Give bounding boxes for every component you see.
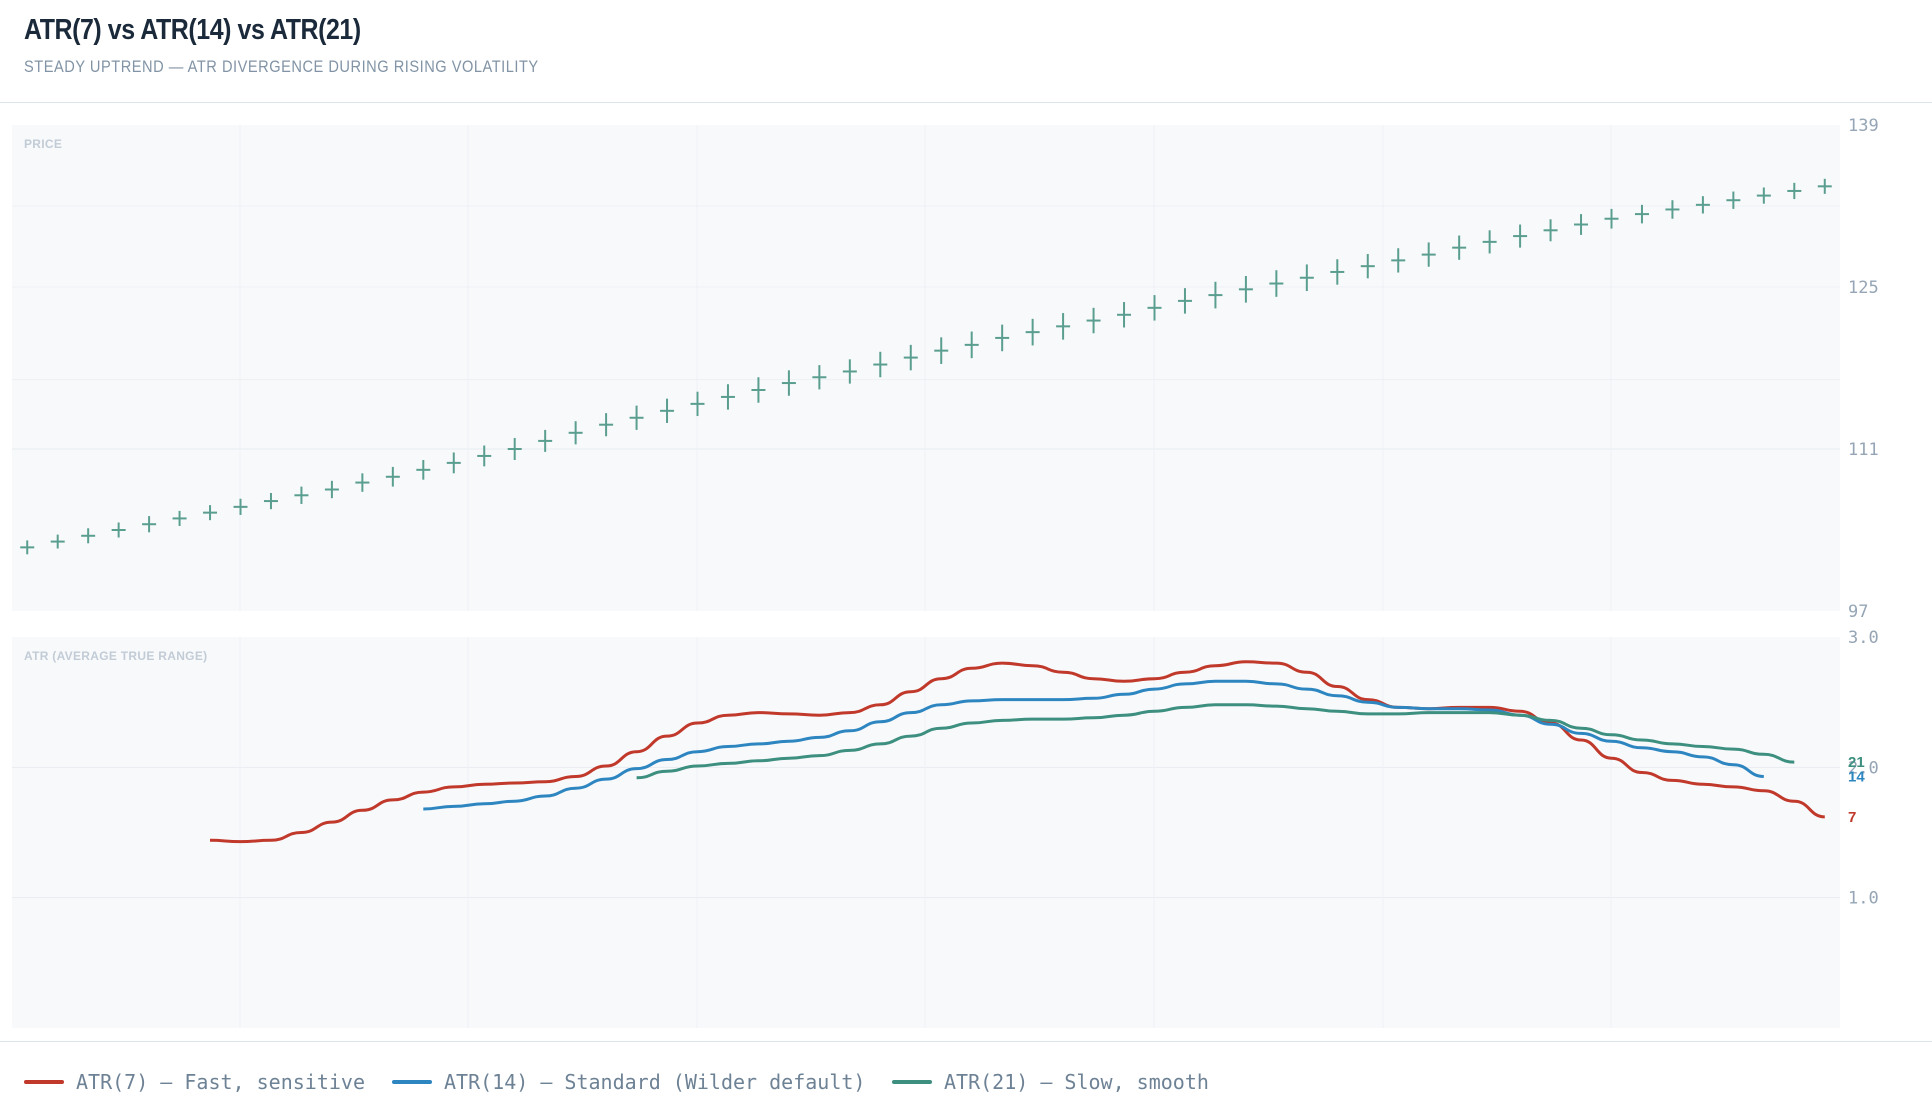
atr-tick-label: 2.0	[1848, 758, 1879, 778]
price-tick-label: 125	[1848, 278, 1879, 298]
atr-end-label-21: 21	[1848, 754, 1865, 771]
atr-panel-bg	[12, 637, 1840, 1028]
atr-end-label-14: 14	[1848, 768, 1865, 785]
legend-label-atr7: ATR(7) — Fast, sensitive	[76, 1070, 365, 1094]
legend-swatch-atr7	[24, 1080, 64, 1084]
legend-item-atr7: ATR(7) — Fast, sensitive	[24, 1070, 365, 1094]
atr-end-label-7: 7	[1848, 809, 1856, 826]
atr-line-14	[423, 679, 1764, 811]
atr-tick-label: 1.0	[1848, 889, 1879, 909]
atr-line-21	[636, 703, 1795, 780]
chart-header: ATR(7) vs ATR(14) vs ATR(21) STEADY UPTR…	[0, 0, 1932, 103]
chart-title: ATR(7) vs ATR(14) vs ATR(21)	[24, 14, 361, 46]
legend-swatch-atr21	[892, 1080, 932, 1084]
price-tick-label: 111	[1848, 440, 1879, 460]
legend-swatch-atr14	[392, 1080, 432, 1084]
price-tick-label: 139	[1848, 116, 1879, 136]
atr-panel-title: ATR (AVERAGE TRUE RANGE)	[24, 649, 207, 663]
legend-label-atr21: ATR(21) — Slow, smooth	[944, 1070, 1209, 1094]
price-panel-title: PRICE	[24, 137, 62, 151]
price-panel-bg	[12, 125, 1840, 611]
legend-label-atr14: ATR(14) — Standard (Wilder default)	[444, 1070, 866, 1094]
legend-item-atr21: ATR(21) — Slow, smooth	[892, 1070, 1209, 1094]
atr-tick-label: 3.0	[1848, 628, 1879, 648]
legend-item-atr14: ATR(14) — Standard (Wilder default)	[392, 1070, 865, 1094]
chart-area: 97 111 125 139 PRICE 1.0 2.0 3.0 ATR (AVERAGE T…	[12, 116, 1879, 1028]
price-tick-label: 97	[1848, 602, 1868, 622]
chart-subtitle: STEADY UPTREND — ATR DIVERGENCE DURING R…	[24, 57, 539, 76]
chart-legend: ATR(7) — Fast, sensitive ATR(14) — Stand…	[0, 1041, 1932, 1116]
price-panel: 97 111 125 139 PRICE	[12, 116, 1879, 622]
